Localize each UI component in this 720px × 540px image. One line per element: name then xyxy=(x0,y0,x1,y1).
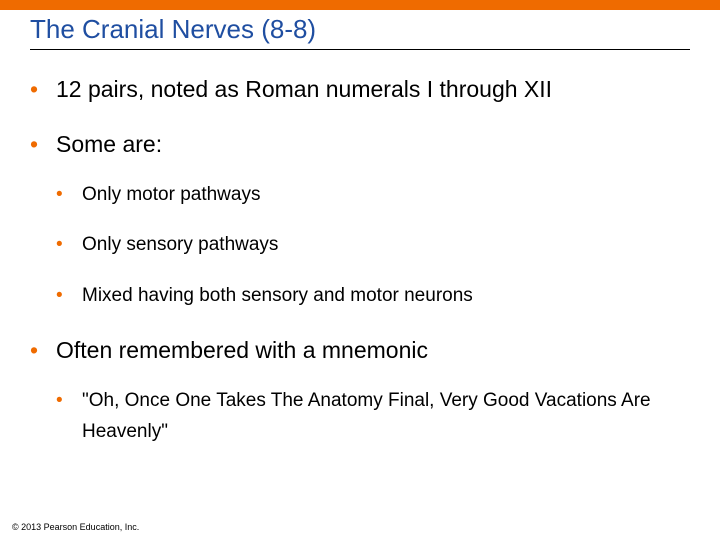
bullet-text: Often remembered with a mnemonic xyxy=(56,337,428,363)
bullet-list-lvl1: 12 pairs, noted as Roman numerals I thro… xyxy=(30,74,690,447)
list-item: Only motor pathways xyxy=(56,180,690,210)
title-wrap: The Cranial Nerves (8-8) xyxy=(0,10,720,49)
list-item: Mixed having both sensory and motor neur… xyxy=(56,281,690,311)
accent-top-bar xyxy=(0,0,720,10)
slide: { "colors": { "accent": "#ef6b00", "titl… xyxy=(0,0,720,540)
bullet-text: Only sensory pathways xyxy=(82,234,278,255)
list-item: Only sensory pathways xyxy=(56,230,690,260)
copyright-text: © 2013 Pearson Education, Inc. xyxy=(12,522,139,532)
bullet-text: 12 pairs, noted as Roman numerals I thro… xyxy=(56,76,552,102)
list-item: Often remembered with a mnemonic "Oh, On… xyxy=(30,335,690,447)
list-item: 12 pairs, noted as Roman numerals I thro… xyxy=(30,74,690,105)
list-item: "Oh, Once One Takes The Anatomy Final, V… xyxy=(56,386,690,447)
bullet-text: Only motor pathways xyxy=(82,184,260,205)
slide-title: The Cranial Nerves (8-8) xyxy=(30,10,720,45)
bullet-text: Mixed having both sensory and motor neur… xyxy=(82,285,473,306)
list-item: Some are: Only motor pathways Only senso… xyxy=(30,129,690,311)
bullet-text: "Oh, Once One Takes The Anatomy Final, V… xyxy=(82,390,651,441)
bullet-list-lvl2: "Oh, Once One Takes The Anatomy Final, V… xyxy=(56,386,690,447)
bullet-list-lvl2: Only motor pathways Only sensory pathway… xyxy=(56,180,690,311)
slide-content: 12 pairs, noted as Roman numerals I thro… xyxy=(0,50,720,447)
bullet-text: Some are: xyxy=(56,131,162,157)
